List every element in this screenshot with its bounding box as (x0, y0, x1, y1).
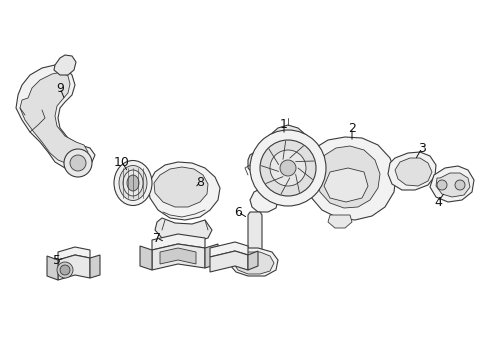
Circle shape (454, 180, 464, 190)
Polygon shape (58, 255, 90, 280)
Polygon shape (209, 242, 247, 257)
Polygon shape (247, 150, 269, 175)
Text: 2: 2 (347, 122, 355, 135)
Text: 10: 10 (114, 156, 130, 168)
Polygon shape (247, 212, 262, 258)
Polygon shape (152, 234, 204, 250)
Circle shape (280, 160, 295, 176)
Polygon shape (247, 251, 258, 270)
Text: 8: 8 (196, 175, 203, 189)
Polygon shape (327, 215, 351, 228)
Circle shape (436, 180, 446, 190)
Text: 3: 3 (417, 141, 425, 154)
Ellipse shape (127, 175, 139, 191)
Polygon shape (154, 167, 207, 207)
Polygon shape (315, 146, 379, 208)
Polygon shape (387, 152, 435, 190)
Polygon shape (148, 162, 220, 220)
Circle shape (70, 155, 86, 171)
Polygon shape (267, 160, 314, 193)
Polygon shape (305, 137, 395, 220)
Text: 4: 4 (433, 195, 441, 208)
Polygon shape (58, 247, 90, 260)
Text: 9: 9 (56, 81, 64, 94)
Polygon shape (435, 173, 469, 197)
Polygon shape (155, 218, 212, 242)
Polygon shape (429, 166, 473, 202)
Polygon shape (160, 248, 196, 264)
Text: 7: 7 (153, 231, 161, 244)
Polygon shape (204, 244, 218, 268)
Polygon shape (229, 248, 278, 276)
Circle shape (260, 140, 315, 196)
Ellipse shape (119, 166, 147, 201)
Ellipse shape (123, 170, 142, 196)
Circle shape (269, 150, 305, 186)
Text: 5: 5 (53, 253, 61, 266)
Text: 1: 1 (280, 118, 287, 131)
Polygon shape (16, 65, 95, 170)
Text: 6: 6 (234, 206, 242, 219)
Polygon shape (394, 158, 431, 186)
Polygon shape (47, 256, 58, 280)
Polygon shape (20, 72, 88, 164)
Polygon shape (140, 246, 152, 270)
Circle shape (60, 265, 70, 275)
Circle shape (57, 262, 73, 278)
Polygon shape (54, 55, 76, 75)
Polygon shape (209, 251, 247, 272)
Polygon shape (234, 252, 273, 274)
Polygon shape (293, 160, 305, 178)
Polygon shape (249, 188, 278, 212)
Polygon shape (90, 255, 100, 278)
Polygon shape (324, 168, 367, 202)
Polygon shape (269, 125, 307, 155)
Ellipse shape (114, 161, 152, 206)
Circle shape (64, 149, 92, 177)
Circle shape (249, 130, 325, 206)
Polygon shape (152, 244, 204, 270)
